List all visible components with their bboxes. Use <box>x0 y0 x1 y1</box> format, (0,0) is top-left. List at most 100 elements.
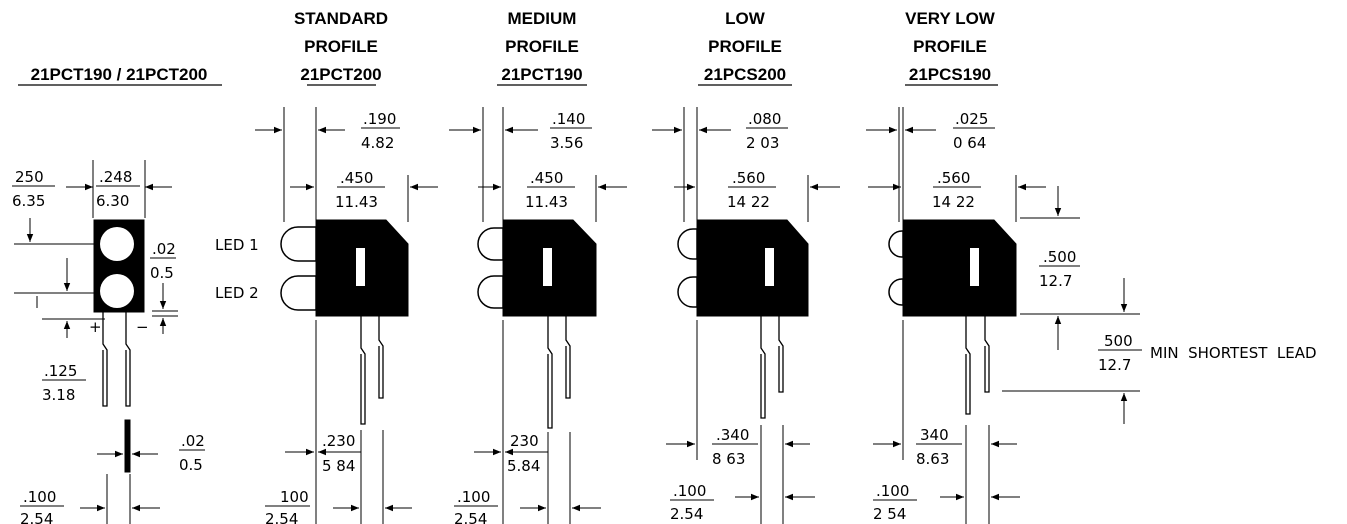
dim-248-in: .248 <box>99 168 132 186</box>
width-mm: 11.43 <box>335 193 378 211</box>
width-in: .560 <box>937 169 970 187</box>
lead-short <box>565 316 571 399</box>
header-col1: 21PCT190 / 21PCT200 <box>18 65 222 86</box>
dim-02-mm: 0.5 <box>150 264 174 282</box>
lead-profile <box>124 419 131 473</box>
header-low: LOW PROFILE 21PCS200 <box>698 9 792 86</box>
dim-100-in: .100 <box>23 488 56 506</box>
minus-marker: − <box>136 318 149 336</box>
very-low-profile-view: .025 0 64 .560 14 22 340 8.63 .100 2 54 <box>866 107 1046 524</box>
lead-short <box>778 316 784 393</box>
pitch-mm: 2.54 <box>670 505 703 523</box>
led2-dome <box>677 276 698 308</box>
top-in: .080 <box>748 110 781 128</box>
lead-in: .340 <box>716 426 749 444</box>
standard-profile-view: .190 4.82 .450 11.43 .230 5 84 100 2.54 <box>255 107 438 524</box>
led2-label: LED 2 <box>215 284 259 302</box>
plus-marker: + <box>89 318 102 336</box>
part-number: 21PCT190 <box>501 65 582 84</box>
header-standard: STANDARD PROFILE 21PCT200 <box>294 9 388 86</box>
lead-long <box>360 316 366 425</box>
pitch-in: 100 <box>280 488 309 506</box>
lead-long <box>965 316 971 415</box>
top-in: .190 <box>363 110 396 128</box>
lead-in: 340 <box>920 426 949 444</box>
housing-window <box>356 248 365 286</box>
lead-mm: 8.63 <box>916 450 949 468</box>
top-mm: 3.56 <box>550 134 583 152</box>
led-lens-1 <box>100 227 134 261</box>
profile-title-line2: PROFILE <box>505 37 579 56</box>
part-number: 21PCT200 <box>300 65 381 84</box>
led2-dome <box>280 275 317 311</box>
part-number: 21PCT190 / 21PCT200 <box>31 65 208 84</box>
width-in: .450 <box>530 169 563 187</box>
dim-125-in: .125 <box>44 362 77 380</box>
profile-title-line1: VERY LOW <box>905 9 996 28</box>
led1-dome <box>280 226 317 262</box>
width-mm: 14 22 <box>932 193 975 211</box>
dim-02b-in: .02 <box>181 432 205 450</box>
dim-02b-mm: 0.5 <box>179 456 203 474</box>
led2-dome <box>888 278 904 306</box>
dim-02-in: .02 <box>152 240 176 258</box>
led1-dome <box>888 230 904 258</box>
led1-dome <box>677 228 698 260</box>
top-mm: 4.82 <box>361 134 394 152</box>
top-mm: 2 03 <box>746 134 779 152</box>
profile-title-line1: STANDARD <box>294 9 388 28</box>
header-medium: MEDIUM PROFILE 21PCT190 <box>497 9 587 86</box>
lead-long <box>760 316 766 419</box>
lead-cathode <box>125 312 131 407</box>
height-mm: 12.7 <box>1039 272 1072 290</box>
profile-title-line2: PROFILE <box>708 37 782 56</box>
housing-window <box>543 248 552 286</box>
housing <box>902 219 1017 317</box>
pitch-in: .100 <box>457 488 490 506</box>
lead-min-note: MIN SHORTEST LEAD <box>1150 344 1317 362</box>
width-in: .450 <box>340 169 373 187</box>
lead-in: .230 <box>322 432 355 450</box>
housing-window <box>765 248 774 286</box>
front-view: 250 6.35 .248 6.30 .02 0.5 .125 3.18 <box>12 160 205 524</box>
top-in: .140 <box>552 110 585 128</box>
width-mm: 11.43 <box>525 193 568 211</box>
lead-mm: 5 84 <box>322 457 355 475</box>
width-mm: 14 22 <box>727 193 770 211</box>
part-number: 21PCS190 <box>909 65 991 84</box>
dim-248-mm: 6.30 <box>96 192 129 210</box>
profile-title-line2: PROFILE <box>304 37 378 56</box>
dim-125-mm: 3.18 <box>42 386 75 404</box>
led2-dome <box>477 275 504 309</box>
lead-mm: 8 63 <box>712 450 745 468</box>
part-number: 21PCS200 <box>704 65 786 84</box>
led1-label: LED 1 <box>215 236 259 254</box>
profile-title-line1: LOW <box>725 9 766 28</box>
pitch-mm: 2.54 <box>265 510 298 524</box>
lead-mm: 5.84 <box>507 457 540 475</box>
lead-long <box>547 316 553 429</box>
pitch-in: .100 <box>673 482 706 500</box>
pitch-mm: 2.54 <box>454 510 487 524</box>
profile-title-line1: MEDIUM <box>508 9 577 28</box>
housing <box>696 219 809 317</box>
dim-250-mm: 6.35 <box>12 192 45 210</box>
right-dimensions: .500 12.7 500 12.7 MIN SHORTEST LEAD <box>1002 186 1317 424</box>
top-in: .025 <box>955 110 988 128</box>
lead-in: 230 <box>510 432 539 450</box>
dim-100-mm: 2.54 <box>20 510 53 524</box>
lead-min-mm: 12.7 <box>1098 356 1131 374</box>
pitch-in: .100 <box>876 482 909 500</box>
lead-short <box>984 316 990 393</box>
pitch-mm: 2 54 <box>873 505 906 523</box>
top-mm: 0 64 <box>953 134 986 152</box>
lead-min-in: 500 <box>1104 332 1133 350</box>
lead-anode <box>102 312 108 407</box>
medium-profile-view: .140 3.56 .450 11.43 230 5.84 .100 2.54 <box>449 107 627 524</box>
led-lens-2 <box>100 274 134 308</box>
led1-dome <box>477 227 504 261</box>
height-in: .500 <box>1043 248 1076 266</box>
housing-window <box>970 248 979 286</box>
lead-short <box>378 316 384 399</box>
